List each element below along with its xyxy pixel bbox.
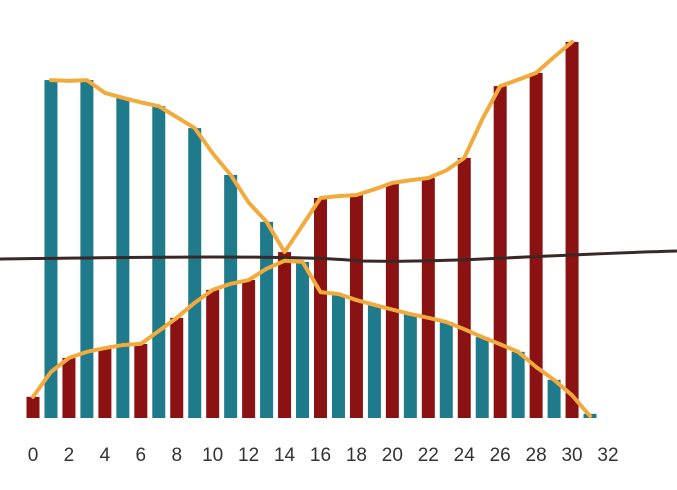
bar [170, 317, 184, 418]
bar [457, 157, 471, 418]
x-tick-label: 10 [202, 445, 223, 466]
bar [224, 174, 238, 418]
bar [206, 289, 220, 418]
bar [367, 304, 381, 418]
x-tick-label: 8 [171, 445, 182, 466]
bar [565, 41, 579, 418]
x-tick-label: 22 [418, 445, 439, 466]
bar [511, 351, 525, 418]
bar [296, 261, 310, 418]
bars [26, 41, 597, 419]
bar [26, 396, 40, 418]
x-tick-label: 2 [64, 445, 75, 466]
reference-line [0, 249, 677, 263]
bar [134, 343, 148, 418]
x-tick-label: 0 [28, 445, 39, 466]
x-tick-label: 18 [346, 445, 367, 466]
x-tick-label: 30 [561, 445, 582, 466]
lines [31, 39, 593, 419]
bar [62, 357, 76, 418]
bar [242, 280, 256, 418]
x-tick-label: 6 [136, 445, 147, 466]
x-tick-label: 28 [526, 445, 547, 466]
bar [349, 194, 363, 418]
bar [80, 80, 94, 419]
x-axis: 0 2 4 6 8 10 12 14 16 18 20 22 24 26 28 30 32 [28, 445, 619, 466]
x-tick-label: 12 [238, 445, 259, 466]
bar [421, 177, 435, 418]
line [48, 39, 575, 255]
x-tick-label: 26 [490, 445, 511, 466]
bar [403, 314, 417, 418]
bar [439, 321, 453, 418]
x-tick-label: 16 [310, 445, 331, 466]
bar [547, 379, 561, 418]
bar [98, 348, 112, 418]
bar [385, 182, 399, 418]
x-tick-label: 14 [274, 445, 296, 466]
bar [260, 221, 274, 418]
bar [44, 80, 58, 419]
bar [278, 252, 292, 418]
line [31, 258, 593, 419]
x-tick-label: 4 [100, 445, 111, 466]
bar [314, 198, 327, 418]
bar [331, 294, 345, 418]
x-tick-label: 32 [597, 445, 618, 466]
bar [152, 106, 166, 419]
bar [188, 128, 202, 418]
x-tick-label: 24 [454, 445, 476, 466]
bar [529, 72, 543, 419]
x-tick-label: 20 [382, 445, 403, 466]
bar [493, 86, 507, 418]
bar [475, 337, 489, 418]
